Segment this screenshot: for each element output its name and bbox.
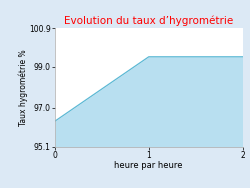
Title: Evolution du taux d’hygrométrie: Evolution du taux d’hygrométrie — [64, 16, 234, 26]
Y-axis label: Taux hygrométrie %: Taux hygrométrie % — [18, 49, 28, 126]
X-axis label: heure par heure: heure par heure — [114, 161, 183, 170]
